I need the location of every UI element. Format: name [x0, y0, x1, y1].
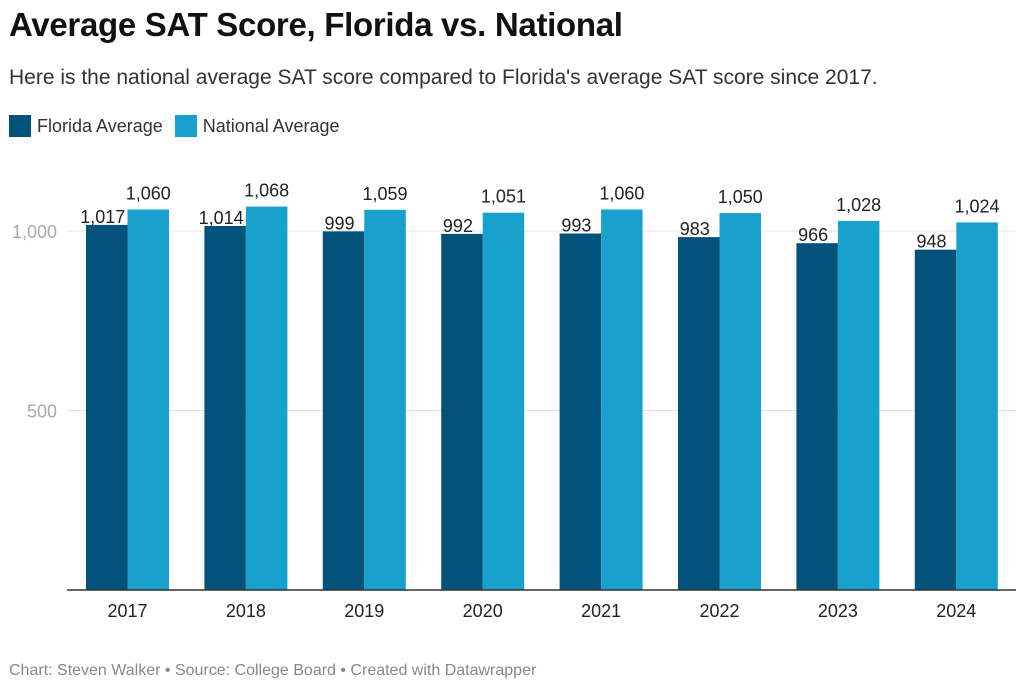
bar-florida: [86, 224, 128, 590]
data-label: 993: [561, 216, 591, 236]
data-label: 948: [917, 232, 947, 252]
data-label: 983: [680, 219, 710, 239]
data-label: 1,024: [955, 196, 1000, 216]
bar-national: [837, 220, 880, 590]
x-tick-label: 2018: [226, 601, 266, 621]
bar-florida: [914, 249, 957, 590]
bar-florida: [678, 237, 720, 590]
x-tick-label: 2022: [699, 601, 739, 621]
legend-item-national: National Average: [174, 115, 340, 137]
data-label: 1,014: [199, 208, 244, 228]
legend: Florida Average National Average: [9, 115, 340, 137]
legend-label-florida: Florida Average: [37, 115, 163, 136]
data-label: 966: [798, 225, 828, 245]
legend-swatch-florida: [9, 115, 31, 137]
data-label: 1,017: [80, 207, 125, 227]
x-tick-label: 2024: [936, 601, 976, 621]
y-tick-label: 1,000: [12, 222, 57, 242]
x-tick-label: 2023: [818, 601, 858, 621]
data-label: 999: [325, 213, 355, 233]
bar-florida: [204, 225, 246, 590]
data-label: 1,068: [244, 181, 289, 201]
bar-national: [127, 209, 169, 590]
bar-florida: [559, 233, 602, 590]
bar-national: [364, 209, 406, 590]
x-tick-label: 2020: [463, 601, 503, 621]
data-label: 1,028: [836, 195, 881, 215]
data-label: 1,051: [481, 187, 526, 207]
bar-florida: [441, 233, 483, 590]
legend-label-national: National Average: [202, 115, 340, 136]
legend-item-florida: Florida Average: [9, 115, 163, 137]
bar-national: [719, 213, 761, 591]
data-label: 1,050: [718, 187, 763, 207]
legend-swatch-national: [174, 115, 197, 137]
chart-title: Average SAT Score, Florida vs. National: [9, 6, 623, 43]
y-tick-label: 500: [27, 402, 57, 422]
x-tick-label: 2017: [107, 601, 147, 621]
bar-national: [245, 206, 288, 590]
bar-national: [956, 222, 998, 590]
data-label: 992: [443, 216, 473, 236]
x-tick-label: 2021: [581, 601, 621, 621]
data-label: 1,059: [363, 184, 408, 204]
bar-national: [482, 212, 525, 591]
bar-national: [601, 209, 643, 590]
data-label: 1,060: [599, 183, 644, 203]
chart-footer: Chart: Steven Walker • Source: College B…: [9, 662, 537, 679]
x-tick-label: 2019: [344, 601, 384, 621]
chart-subtitle: Here is the national average SAT score c…: [9, 66, 878, 89]
bar-florida: [796, 243, 838, 590]
data-label: 1,060: [126, 183, 171, 203]
bar-florida: [322, 231, 365, 590]
